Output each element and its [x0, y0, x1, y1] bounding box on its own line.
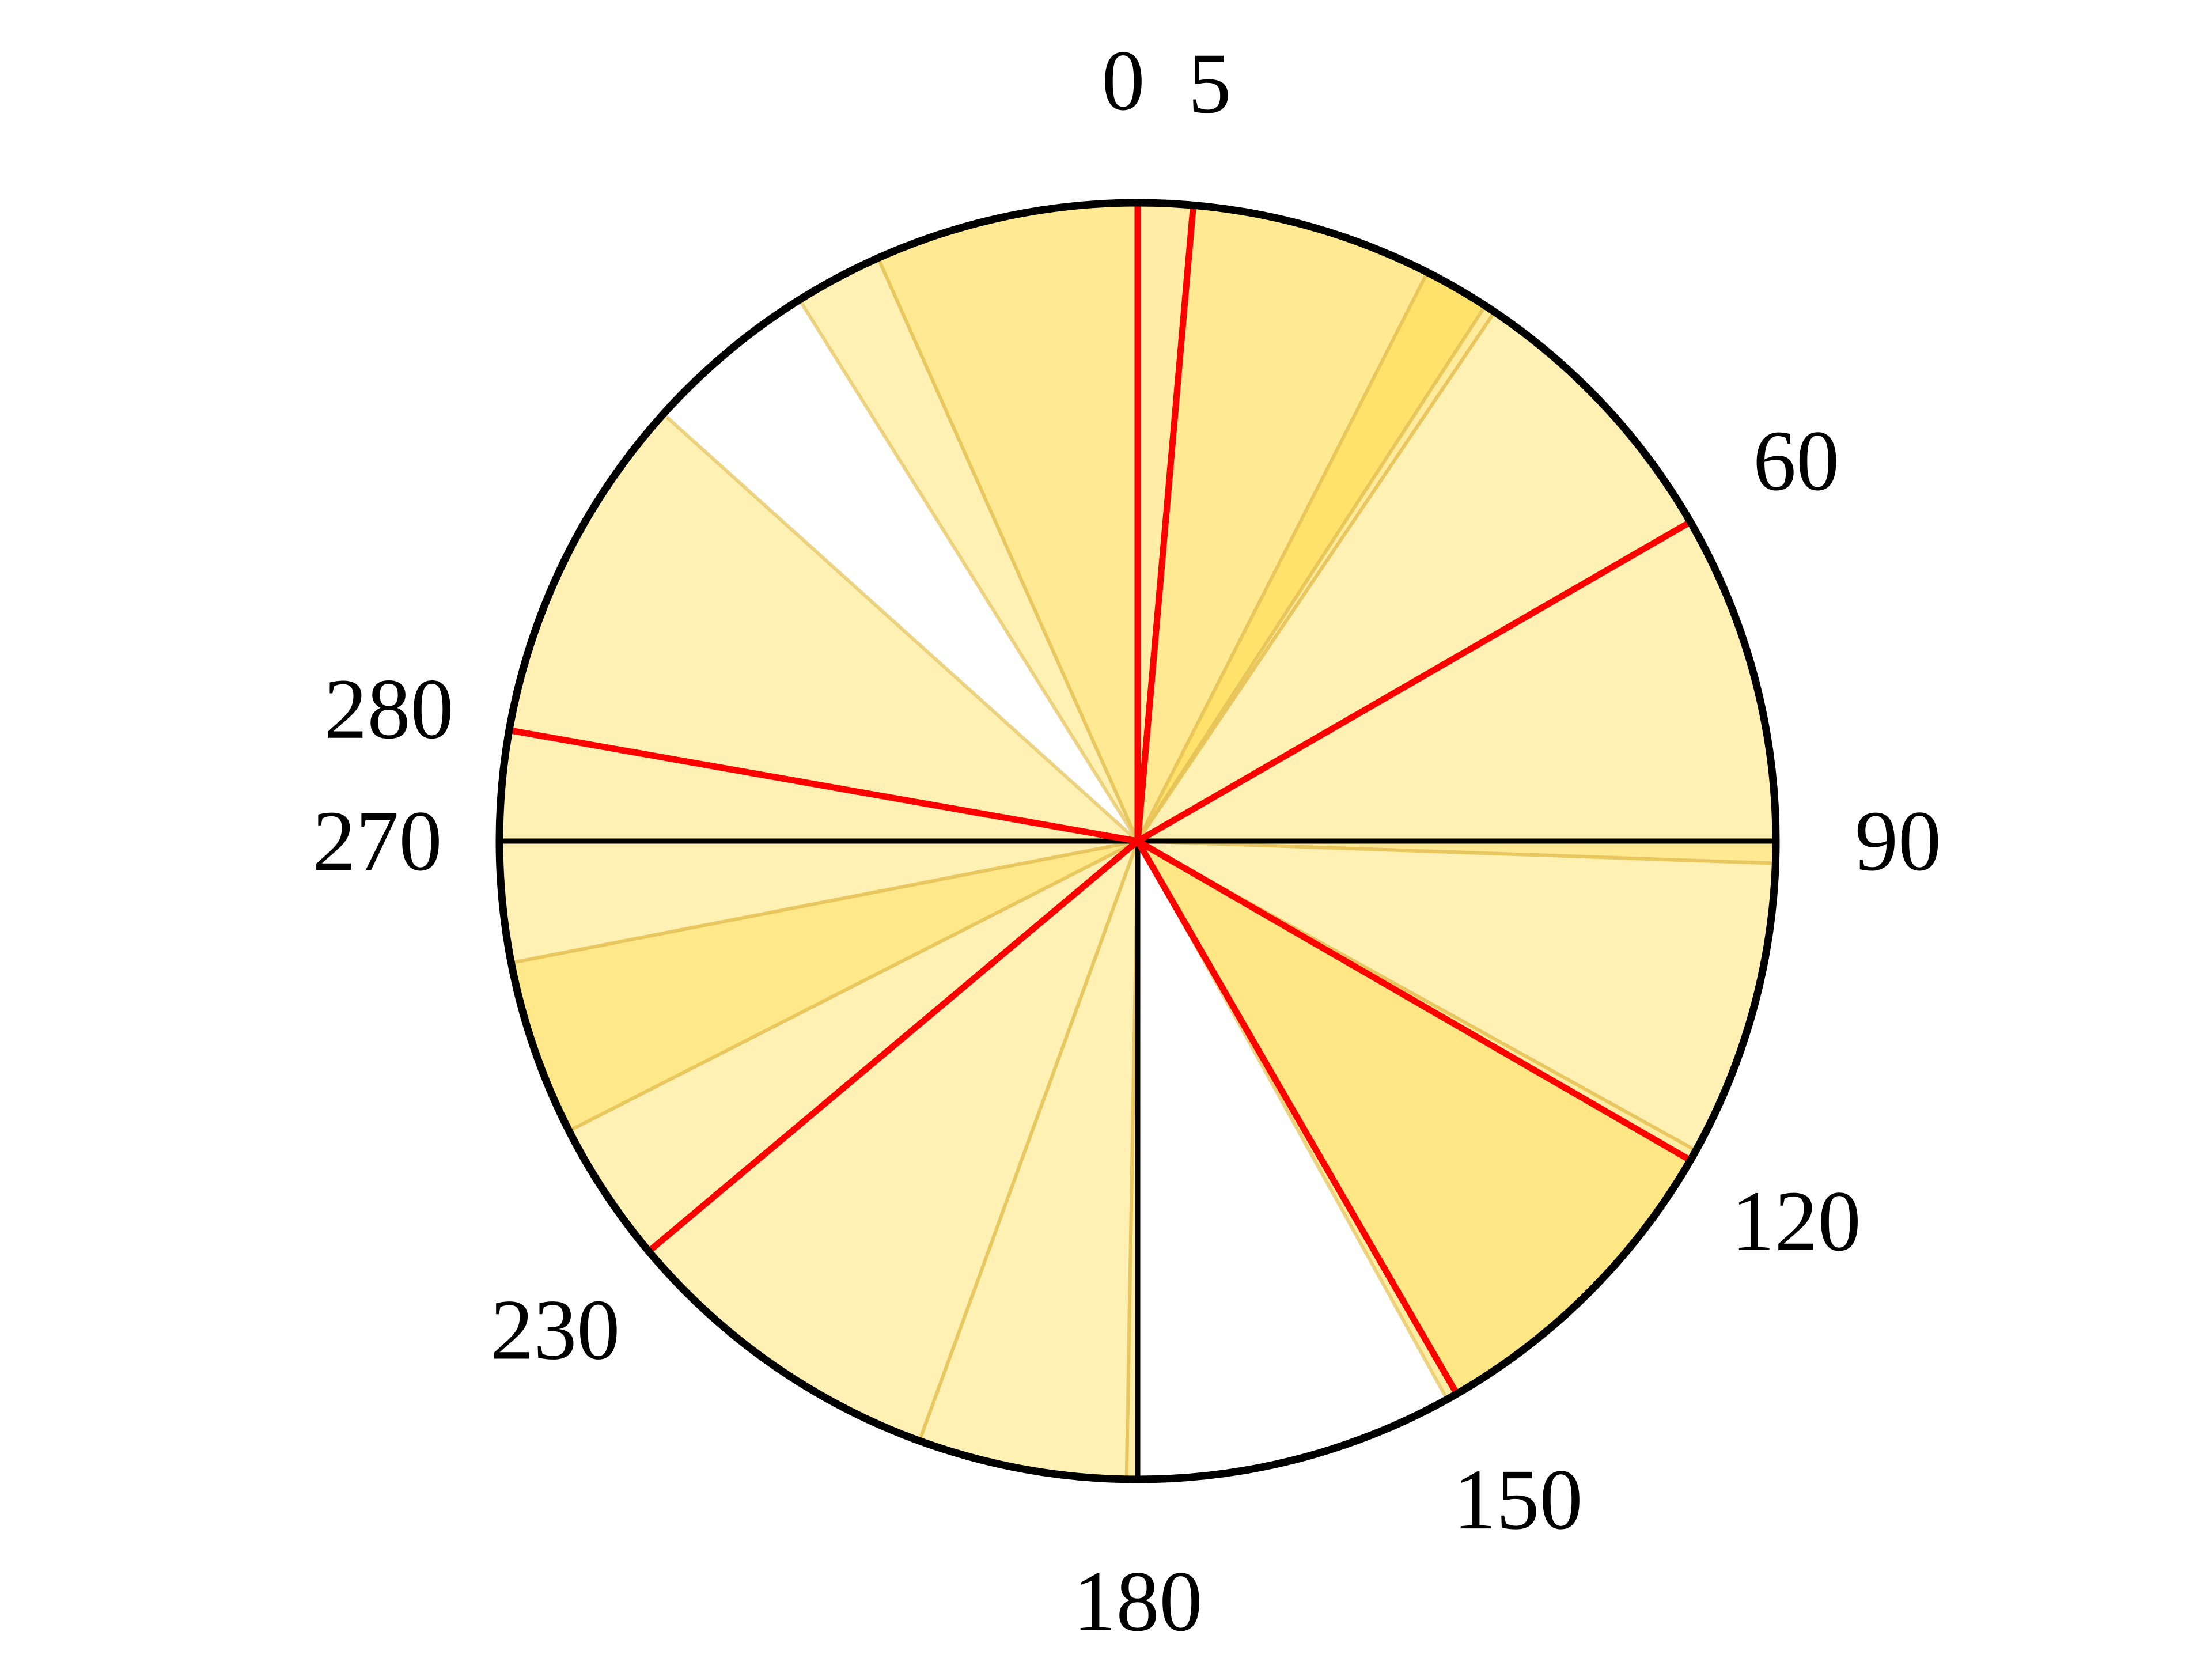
sectors-layer: [497, 200, 1778, 1482]
angle-label-270: 270: [313, 793, 442, 889]
angle-label-180: 180: [1073, 1554, 1203, 1649]
marker-line-120: [1134, 838, 1694, 1164]
marker-line-60: [1134, 518, 1694, 845]
angle-label-5: 5: [1188, 36, 1232, 131]
circle-outline: [495, 199, 1780, 1483]
angle-label-280: 280: [324, 661, 454, 757]
labels-layer: 0 5 60 90 120 150 180 230 270 280: [313, 33, 1942, 1649]
angle-label-90: 90: [1855, 793, 1941, 889]
angle-label-230: 230: [490, 1282, 620, 1377]
marker-line-280: [506, 727, 1141, 845]
angle-label-150: 150: [1453, 1452, 1583, 1547]
angle-label-120: 120: [1732, 1173, 1861, 1269]
angle-label-60: 60: [1753, 413, 1839, 509]
marker-line-150: [1134, 838, 1460, 1398]
marker-line-5: [1134, 202, 1197, 845]
angle-label-0: 0: [1102, 33, 1145, 128]
markers-layer: [506, 199, 1694, 1398]
axes-layer: [499, 838, 1776, 1479]
marker-line-230: [645, 838, 1141, 1255]
